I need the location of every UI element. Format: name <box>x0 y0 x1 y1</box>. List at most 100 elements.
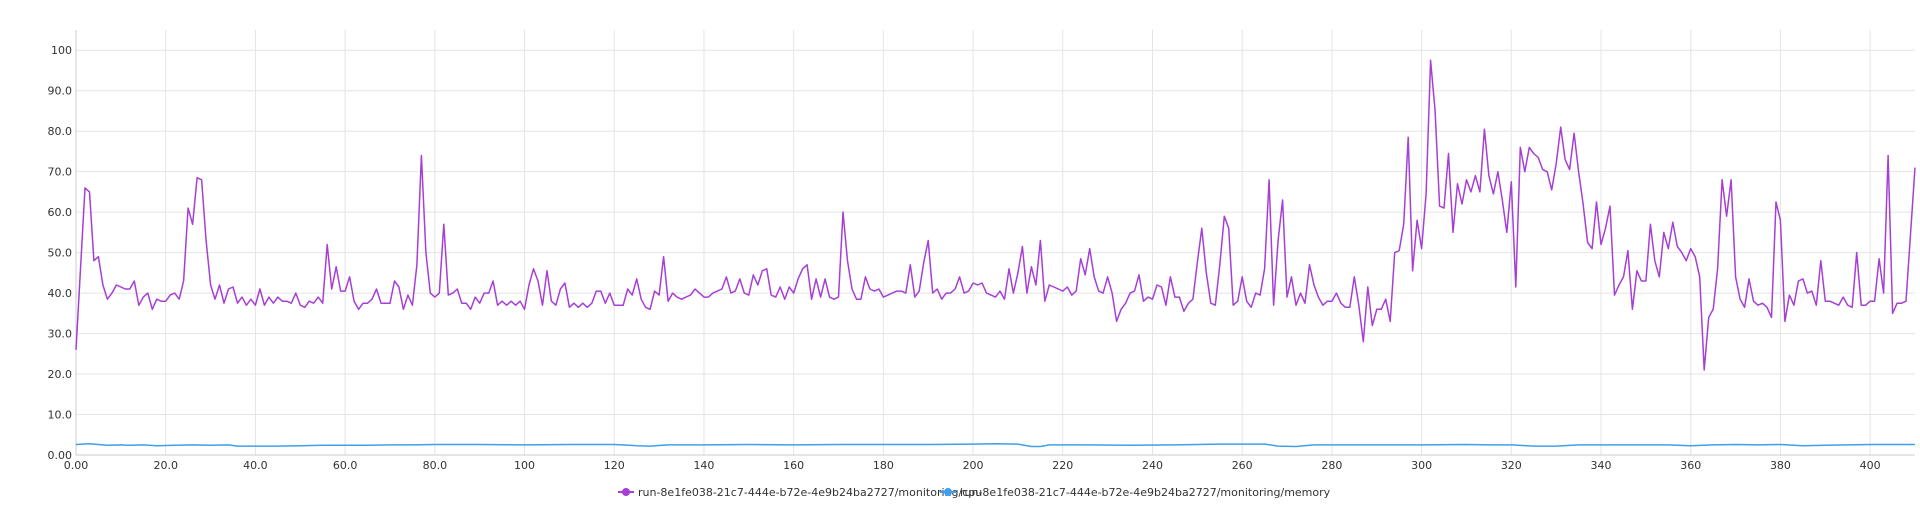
data-point <box>1748 278 1750 280</box>
data-point <box>75 349 77 351</box>
data-point <box>672 292 674 294</box>
data-point <box>963 292 965 294</box>
data-point <box>380 302 382 304</box>
data-point <box>1860 304 1862 306</box>
data-point <box>999 290 1001 292</box>
data-point <box>874 290 876 292</box>
data-point <box>690 294 692 296</box>
data-point <box>1165 304 1167 306</box>
data-point <box>1744 307 1746 309</box>
x-tick-label: 0.00 <box>64 459 89 472</box>
data-point <box>721 288 723 290</box>
data-point <box>1237 300 1239 302</box>
data-point <box>187 207 189 209</box>
data-point <box>1569 169 1571 171</box>
data-point <box>1757 444 1759 446</box>
x-tick-label: 340 <box>1591 459 1612 472</box>
data-point <box>712 292 714 294</box>
data-point <box>1618 284 1620 286</box>
data-point <box>1892 313 1894 315</box>
data-point <box>1672 222 1674 224</box>
data-point <box>335 266 337 268</box>
data-point <box>865 276 867 278</box>
y-tick-label: 10.0 <box>48 409 73 422</box>
data-point <box>927 444 929 446</box>
legend-item[interactable]: run-8e1fe038-21c7-444e-b72e-4e9b24ba2727… <box>618 486 982 499</box>
data-point <box>1914 444 1916 446</box>
data-point <box>1345 307 1347 309</box>
data-point <box>416 264 418 266</box>
data-point <box>1493 193 1495 195</box>
data-point <box>1546 171 1548 173</box>
data-point <box>820 296 822 298</box>
data-point <box>1641 280 1643 282</box>
data-point <box>89 443 91 445</box>
data-point <box>98 444 100 446</box>
data-point <box>1295 446 1297 448</box>
data-point <box>636 278 638 280</box>
data-point <box>1488 444 1490 446</box>
x-tick-label: 20.0 <box>153 459 178 472</box>
data-point <box>1354 444 1356 446</box>
x-tick-label: 140 <box>693 459 714 472</box>
data-point <box>968 290 970 292</box>
data-point <box>1120 309 1122 311</box>
data-point <box>1044 300 1046 302</box>
data-point <box>1385 298 1387 300</box>
legend-item[interactable]: run-8e1fe038-21c7-444e-b72e-4e9b24ba2727… <box>940 486 1331 499</box>
data-point <box>1224 215 1226 217</box>
data-point <box>573 302 575 304</box>
data-point <box>1677 246 1679 248</box>
data-point <box>613 304 615 306</box>
data-point <box>1685 260 1687 262</box>
data-point <box>1004 298 1006 300</box>
data-point <box>1560 126 1562 128</box>
y-tick-label: 40.0 <box>48 287 73 300</box>
data-point <box>1721 179 1723 181</box>
data-point <box>1107 276 1109 278</box>
data-point <box>434 296 436 298</box>
data-point <box>685 296 687 298</box>
y-tick-label: 50.0 <box>48 247 73 260</box>
data-point <box>591 302 593 304</box>
data-point <box>905 292 907 294</box>
data-point <box>1623 276 1625 278</box>
data-point <box>376 288 378 290</box>
data-point <box>340 290 342 292</box>
data-point <box>1412 270 1414 272</box>
data-point <box>1636 270 1638 272</box>
data-point <box>1093 276 1095 278</box>
data-point <box>1102 292 1104 294</box>
data-point <box>219 284 221 286</box>
data-point <box>1179 296 1181 298</box>
x-tick-label: 240 <box>1142 459 1163 472</box>
data-point <box>596 290 598 292</box>
data-point <box>452 292 454 294</box>
data-point <box>1398 250 1400 252</box>
legend[interactable]: run-8e1fe038-21c7-444e-b72e-4e9b24ba2727… <box>618 486 1331 499</box>
data-point <box>192 224 194 226</box>
data-point <box>1340 302 1342 304</box>
data-point <box>847 260 849 262</box>
y-tick-label: 60.0 <box>48 206 73 219</box>
data-point <box>658 294 660 296</box>
data-point <box>143 296 145 298</box>
data-point <box>878 288 880 290</box>
data-point <box>1730 179 1732 181</box>
data-point <box>1358 304 1360 306</box>
data-point <box>910 264 912 266</box>
data-point <box>1129 445 1131 447</box>
data-point <box>1632 309 1634 311</box>
data-point <box>1071 294 1073 296</box>
series-line <box>75 442 1915 448</box>
data-point <box>398 286 400 288</box>
data-point <box>1802 445 1804 447</box>
data-point <box>192 444 194 446</box>
data-point <box>326 244 328 246</box>
data-point <box>950 292 952 294</box>
data-point <box>331 288 333 290</box>
data-point <box>1394 252 1396 254</box>
data-point <box>537 280 539 282</box>
data-point <box>932 292 934 294</box>
